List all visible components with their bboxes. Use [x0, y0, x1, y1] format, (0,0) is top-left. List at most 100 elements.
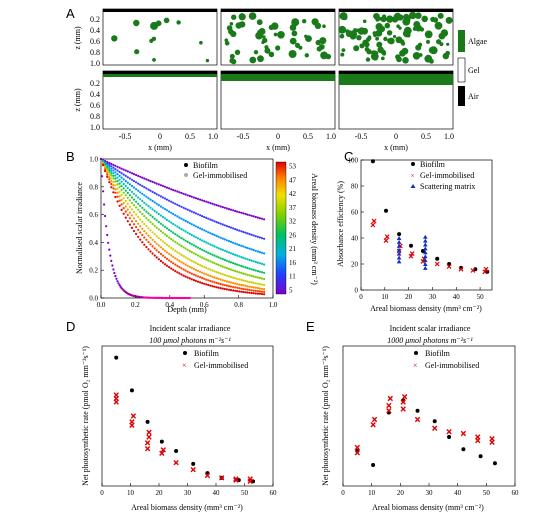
gel-curve-point: [225, 284, 228, 287]
gel-curve-point: [250, 289, 253, 292]
algae-cell: [256, 19, 263, 26]
colorbar-label: Areal biomass density (mm³ cm⁻²): [310, 173, 319, 285]
gel-curve-point: [114, 174, 117, 177]
biofilm-curve-point: [115, 277, 118, 280]
gel-curve-point: [180, 253, 183, 256]
gel-curve-point: [236, 282, 239, 286]
gel-curve-point: [155, 219, 158, 222]
gel-curve-point: [229, 226, 233, 229]
gel-curve-point: [201, 239, 204, 242]
gel-curve-point: [145, 238, 148, 241]
algae-cell: [224, 40, 230, 46]
svg-text:0.2: 0.2: [90, 15, 100, 24]
gel-curve-point: [112, 177, 115, 180]
gel-curve-point: [213, 233, 216, 237]
gel-curve-point: [135, 181, 138, 184]
gel-curve-point: [248, 288, 251, 292]
d-biofilm-point: [114, 355, 119, 360]
gel-curve-point: [192, 273, 195, 276]
gel-curve-point: [161, 196, 164, 199]
gel-curve-point: [192, 252, 195, 255]
panel-e-legend: Biofilm × Gel-immobilised: [413, 349, 479, 370]
gel-curve-point: [223, 284, 226, 287]
gel-curve-point: [215, 263, 218, 266]
gel-curve-point: [180, 244, 183, 248]
algae-cell: [356, 28, 360, 33]
gel-curve-point: [143, 230, 146, 233]
gel-curve-point: [190, 266, 193, 269]
gel-curve-point: [205, 258, 208, 261]
panel-e-ylabel: Net photosynthetic rate (pmol O₂ mm⁻³s⁻¹…: [321, 346, 330, 486]
panel-b-xlabel: Depth (mm): [167, 305, 207, 314]
c-gel-point: [409, 251, 415, 257]
legend-air: Air: [468, 92, 479, 101]
svg-text:-0.5: -0.5: [355, 132, 368, 141]
gel-curve-point: [260, 290, 264, 293]
gel-curve-point: [114, 184, 117, 187]
gel-curve-point: [128, 199, 131, 202]
gel-curve-point: [122, 207, 125, 210]
gel-curve-point: [141, 233, 144, 237]
gel-curve-point: [182, 192, 185, 195]
algae-cell: [396, 24, 400, 29]
panel-c-legend: Biofilm × Gel-immobilised Scattering mat…: [410, 160, 475, 191]
gel-curve-point: [114, 195, 117, 199]
gel-curve-point: [194, 253, 197, 256]
gel-curve-point: [209, 274, 212, 278]
algae-cell: [373, 13, 380, 20]
gel-curve-point: [217, 286, 220, 289]
algae-cells-mid: [224, 12, 332, 65]
d-gel-point: [160, 447, 166, 453]
gel-curve-point: [236, 254, 239, 257]
gel-curve-point: [149, 221, 152, 224]
d-gel-point: [144, 440, 151, 446]
gel-curve-point: [199, 276, 202, 279]
gel-curve-point: [174, 257, 177, 260]
algae-cell: [361, 27, 368, 35]
gel-curve-point: [135, 206, 138, 209]
gel-curve-point: [203, 249, 206, 252]
gel-curve-point: [219, 248, 222, 251]
panel-a-top-row: [102, 8, 454, 66]
gel-curve-point: [186, 264, 189, 267]
e-gel-point: [387, 395, 393, 402]
biofilm-curve-point: [100, 175, 104, 178]
algae-cell: [325, 53, 332, 60]
gel-curve-point: [221, 248, 224, 251]
c-biofilm-point: [397, 232, 402, 237]
gel-curve-point: [244, 279, 247, 283]
gel-curve-point: [201, 271, 204, 274]
legend-gel-immobilised: Gel-immobilised: [193, 171, 247, 180]
gel-curve-point: [141, 212, 144, 216]
gel-curve-point: [219, 272, 222, 275]
gel-curve-point: [238, 283, 241, 286]
gel-curve-point: [174, 202, 177, 205]
biofilm-curve-point: [106, 233, 109, 237]
gel-curve-point: [238, 278, 241, 281]
panel-a-x-ticks: -0.5 0 0.5 1.0 -0.5 0 0.5 1.0 -0.5 0 0.5…: [119, 132, 454, 141]
gel-curve-point: [211, 269, 214, 272]
gel-curve-point: [254, 282, 257, 285]
algae-cell: [273, 32, 278, 37]
gel-curve-point: [118, 174, 121, 177]
gel-curve-point: [263, 288, 266, 291]
gel-curve-point: [135, 188, 138, 191]
gel-curve-point: [240, 211, 243, 214]
gel-curve-point: [118, 190, 121, 193]
b-ytick-label: 0.0: [89, 295, 98, 303]
algae-cell: [234, 49, 241, 55]
d-biofilm-point: [129, 388, 134, 393]
gel-curve-point: [137, 228, 140, 231]
colorbar-ticks: 53 47 42 37 32 26 21 16 11 5: [289, 163, 297, 295]
c-gel-point: [483, 266, 489, 272]
gel-curve-point: [141, 192, 144, 195]
algae-cell: [362, 19, 367, 24]
c-scatter-point: [396, 239, 402, 244]
gel-curve-point: [180, 267, 183, 270]
svg-text:0.5: 0.5: [303, 132, 313, 141]
gel-curve-point: [132, 217, 136, 220]
gel-curve-point: [153, 254, 156, 257]
gel-curve-point: [263, 271, 266, 274]
d-biofilm-point: [159, 439, 164, 444]
algae-cell: [152, 58, 156, 62]
